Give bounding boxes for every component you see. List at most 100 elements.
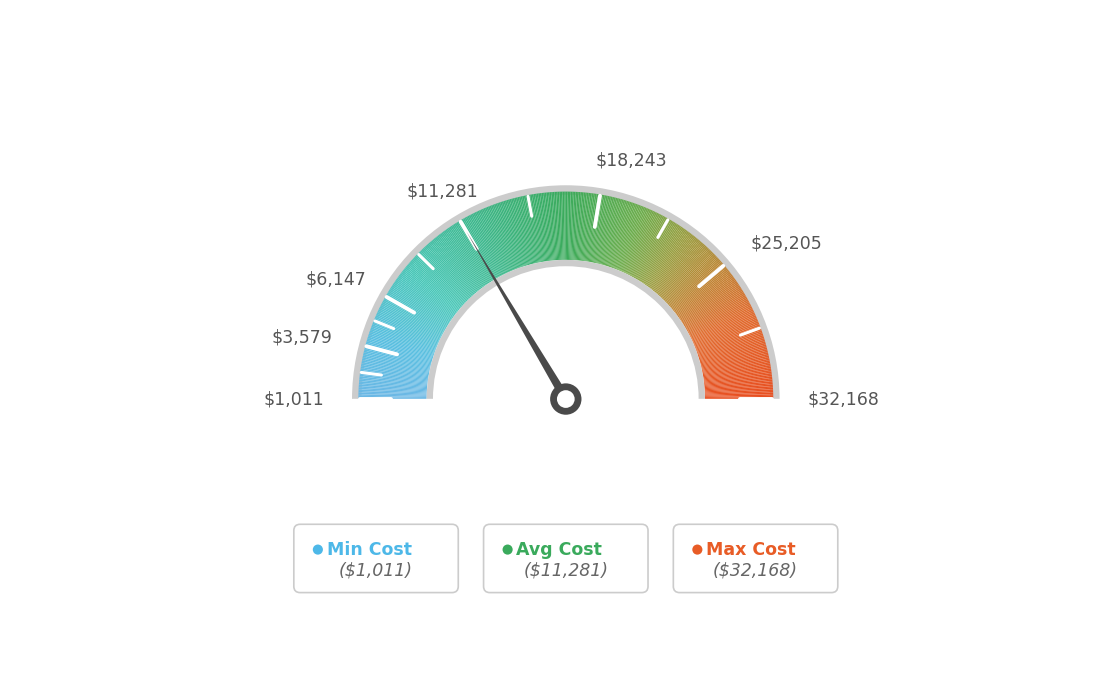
Wedge shape [426, 260, 705, 399]
Wedge shape [587, 194, 599, 262]
Wedge shape [578, 193, 587, 261]
Wedge shape [452, 225, 490, 283]
Wedge shape [359, 394, 426, 397]
Wedge shape [677, 273, 732, 315]
Wedge shape [634, 218, 669, 278]
Wedge shape [697, 327, 761, 352]
Wedge shape [364, 349, 431, 366]
Wedge shape [669, 261, 721, 307]
Wedge shape [702, 357, 769, 372]
Wedge shape [403, 269, 457, 313]
Wedge shape [551, 192, 558, 260]
Wedge shape [426, 244, 473, 296]
Wedge shape [595, 196, 611, 264]
Wedge shape [696, 326, 761, 351]
Wedge shape [622, 208, 649, 272]
Wedge shape [577, 193, 585, 261]
Wedge shape [576, 193, 584, 260]
Wedge shape [656, 241, 702, 294]
Circle shape [502, 544, 512, 555]
Wedge shape [613, 204, 638, 268]
Wedge shape [684, 292, 744, 328]
Wedge shape [583, 193, 594, 261]
Wedge shape [585, 194, 596, 262]
Wedge shape [662, 250, 711, 300]
Wedge shape [428, 242, 475, 295]
Wedge shape [615, 205, 640, 269]
Wedge shape [696, 323, 760, 349]
Wedge shape [569, 192, 572, 260]
Wedge shape [643, 226, 681, 284]
Wedge shape [491, 205, 517, 269]
Wedge shape [561, 192, 564, 260]
Wedge shape [614, 204, 639, 269]
Wedge shape [359, 384, 427, 391]
Wedge shape [371, 327, 435, 352]
Wedge shape [363, 351, 431, 368]
Wedge shape [511, 199, 530, 265]
Wedge shape [703, 365, 771, 377]
Circle shape [550, 384, 582, 415]
Wedge shape [705, 394, 773, 397]
Wedge shape [652, 237, 697, 291]
Wedge shape [533, 194, 545, 262]
Wedge shape [630, 215, 662, 276]
Wedge shape [360, 375, 427, 384]
Wedge shape [544, 193, 553, 261]
Wedge shape [650, 234, 693, 289]
Wedge shape [571, 192, 575, 260]
Wedge shape [597, 197, 614, 264]
Wedge shape [619, 208, 647, 271]
Wedge shape [566, 192, 569, 260]
Wedge shape [704, 381, 773, 388]
Wedge shape [698, 335, 764, 357]
Wedge shape [704, 373, 772, 383]
Wedge shape [679, 279, 735, 319]
Wedge shape [681, 284, 740, 323]
Wedge shape [546, 193, 554, 261]
Wedge shape [522, 196, 538, 263]
Wedge shape [661, 248, 709, 298]
Wedge shape [360, 376, 427, 385]
Wedge shape [633, 217, 667, 277]
Wedge shape [690, 305, 752, 337]
Wedge shape [652, 236, 696, 290]
Wedge shape [448, 228, 488, 284]
Wedge shape [626, 212, 657, 274]
Wedge shape [606, 200, 627, 266]
Wedge shape [704, 393, 773, 396]
Wedge shape [541, 193, 551, 261]
Wedge shape [694, 319, 758, 347]
Wedge shape [670, 262, 722, 308]
Wedge shape [631, 217, 666, 277]
Wedge shape [605, 200, 625, 266]
Wedge shape [360, 371, 428, 382]
Wedge shape [655, 239, 699, 293]
Wedge shape [618, 207, 645, 270]
Wedge shape [687, 297, 747, 332]
Wedge shape [639, 223, 677, 282]
Wedge shape [465, 217, 499, 277]
Wedge shape [421, 250, 469, 300]
Wedge shape [586, 194, 598, 262]
Wedge shape [628, 213, 660, 275]
Wedge shape [382, 301, 444, 334]
Wedge shape [700, 344, 766, 364]
Wedge shape [423, 248, 470, 298]
Wedge shape [705, 396, 773, 398]
Wedge shape [359, 386, 427, 391]
Wedge shape [407, 264, 460, 310]
Wedge shape [574, 192, 581, 260]
Wedge shape [437, 235, 480, 290]
Wedge shape [492, 204, 518, 269]
Wedge shape [582, 193, 592, 261]
Wedge shape [704, 380, 773, 387]
Wedge shape [375, 315, 438, 344]
Wedge shape [537, 193, 548, 262]
Wedge shape [509, 199, 529, 265]
Wedge shape [392, 284, 450, 323]
Wedge shape [420, 251, 468, 301]
Wedge shape [471, 213, 503, 275]
Wedge shape [503, 201, 524, 266]
Text: $6,147: $6,147 [305, 270, 367, 288]
